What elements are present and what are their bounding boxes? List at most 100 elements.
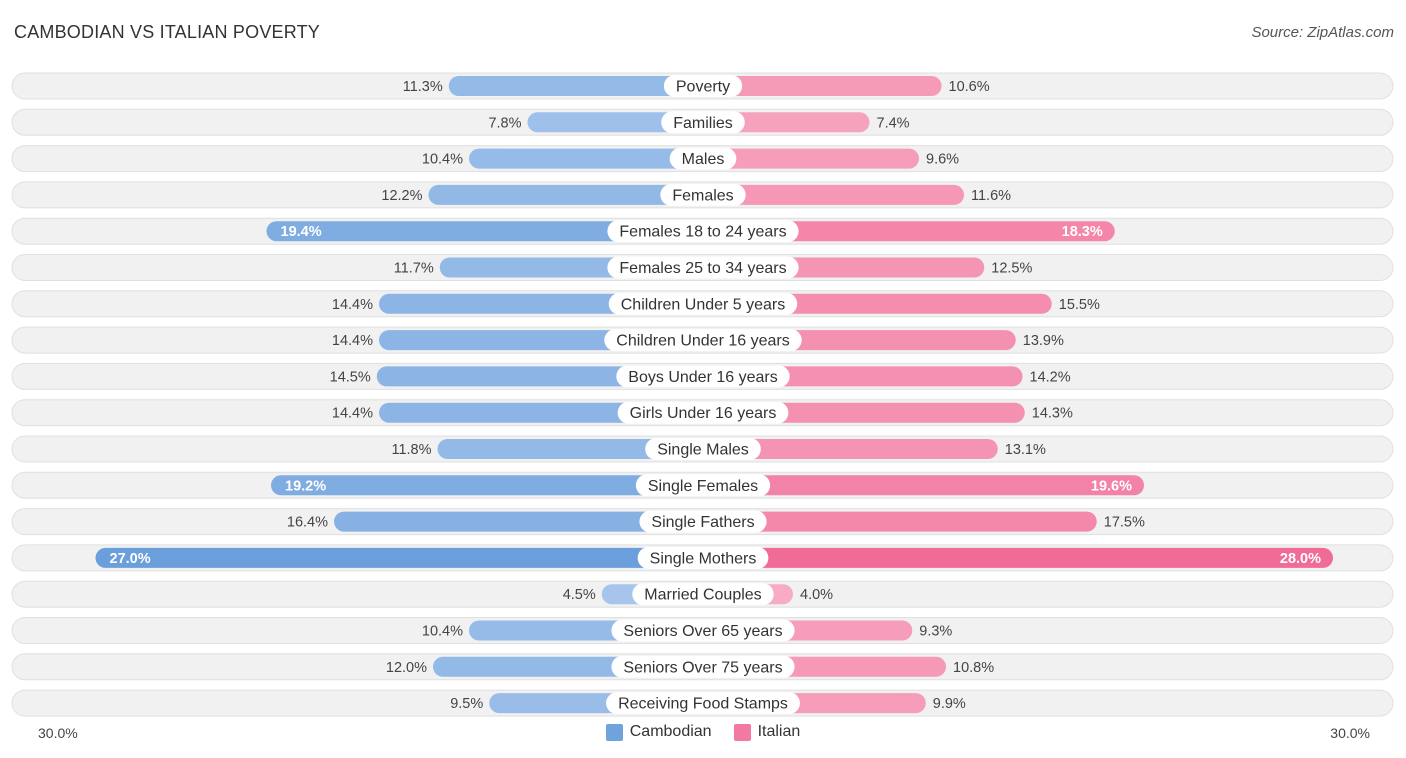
category-label: Seniors Over 75 years: [623, 659, 782, 676]
category-pill: [611, 655, 795, 678]
category-label: Married Couples: [644, 587, 761, 604]
value-label-cambodian: 16.4%: [287, 515, 328, 531]
value-label-italian: 18.3%: [1062, 224, 1103, 240]
value-label-italian: 4.0%: [800, 587, 833, 603]
bar-cambodian: [266, 221, 703, 242]
value-label-italian: 17.5%: [1104, 515, 1145, 531]
category-pill: [604, 329, 802, 352]
category-pill: [661, 111, 745, 134]
category-label: Single Males: [657, 442, 749, 459]
bar-italian: [703, 184, 964, 205]
legend-item-italian[interactable]: Italian: [733, 723, 801, 741]
value-label-italian: 14.3%: [1032, 406, 1073, 422]
value-label-cambodian: 11.3%: [403, 79, 443, 95]
bar-cambodian: [334, 511, 703, 532]
category-pill: [669, 147, 737, 170]
value-label-italian: 13.1%: [1005, 442, 1046, 458]
legend-item-cambodian[interactable]: Cambodian: [605, 723, 712, 741]
category-pill: [645, 438, 761, 460]
bar-cambodian: [271, 475, 703, 496]
category-label: Males: [682, 151, 725, 168]
value-label-italian: 10.6%: [949, 79, 990, 95]
value-label-cambodian: 12.2%: [381, 188, 422, 204]
bar-cambodian: [469, 148, 703, 169]
value-label-cambodian: 14.5%: [330, 369, 371, 385]
category-label: Children Under 5 years: [621, 296, 786, 313]
category-label: Boys Under 16 years: [628, 369, 777, 386]
value-label-cambodian: 19.2%: [285, 478, 326, 494]
value-label-italian: 28.0%: [1280, 551, 1321, 567]
legend-label-cambodian: Cambodian: [629, 723, 712, 740]
category-label: Girls Under 16 years: [630, 405, 777, 422]
bar-italian: [703, 511, 1097, 532]
category-label: Poverty: [676, 79, 730, 96]
category-label: Females 25 to 34 years: [619, 260, 786, 277]
value-label-cambodian: 11.8%: [391, 442, 431, 458]
category-label: Single Fathers: [651, 514, 754, 531]
category-label: Children Under 16 years: [616, 333, 789, 350]
category-pill: [611, 619, 795, 642]
value-label-cambodian: 14.4%: [332, 406, 373, 422]
category-pill: [606, 692, 800, 715]
category-pill: [616, 365, 790, 388]
value-label-italian: 9.3%: [919, 624, 952, 640]
value-label-cambodian: 27.0%: [110, 551, 151, 567]
legend: Cambodian Italian: [0, 723, 1406, 741]
bar-cambodian: [448, 76, 703, 96]
value-label-italian: 9.6%: [926, 152, 959, 168]
value-label-cambodian: 19.4%: [281, 224, 322, 240]
category-label: Seniors Over 65 years: [623, 623, 782, 640]
value-label-italian: 7.4%: [877, 115, 910, 131]
bar-italian: [703, 112, 870, 133]
value-label-cambodian: 11.7%: [394, 261, 434, 277]
bar-italian: [703, 547, 1333, 568]
value-label-italian: 14.2%: [1030, 369, 1071, 385]
category-pill: [639, 510, 767, 533]
legend-swatch-italian: [733, 723, 751, 741]
bar-italian: [703, 148, 919, 169]
value-label-italian: 10.8%: [953, 660, 994, 676]
value-label-cambodian: 12.0%: [386, 660, 427, 676]
category-pill: [608, 292, 798, 315]
value-label-italian: 9.9%: [933, 696, 966, 712]
value-label-italian: 11.6%: [971, 188, 1011, 204]
value-label-cambodian: 9.5%: [450, 696, 483, 712]
category-pill: [635, 474, 771, 497]
axis-left-label: 30.0%: [38, 725, 78, 741]
bar-cambodian: [95, 547, 703, 568]
value-label-italian: 12.5%: [991, 261, 1032, 277]
value-label-cambodian: 7.8%: [488, 115, 521, 131]
category-pill: [607, 256, 799, 279]
bar-cambodian: [428, 184, 703, 205]
value-label-cambodian: 10.4%: [422, 152, 463, 168]
value-label-cambodian: 14.4%: [332, 297, 373, 313]
category-pill: [663, 75, 743, 97]
legend-label-italian: Italian: [757, 723, 801, 740]
value-label-cambodian: 10.4%: [422, 624, 463, 640]
category-label: Receiving Food Stamps: [618, 696, 788, 713]
bar-italian: [703, 221, 1115, 242]
category-label: Females 18 to 24 years: [619, 224, 786, 241]
value-label-cambodian: 14.4%: [332, 333, 373, 349]
category-pill: [632, 583, 774, 606]
category-label: Females: [672, 187, 733, 204]
category-pill: [660, 183, 746, 206]
source-label: Source: ZipAtlas.com: [1251, 24, 1394, 41]
value-label-italian: 13.9%: [1023, 333, 1064, 349]
category-label: Families: [673, 115, 733, 132]
category-pill: [607, 220, 799, 243]
bar-italian: [703, 475, 1144, 496]
bar-italian: [703, 439, 998, 459]
category-pill: [637, 546, 769, 569]
value-label-cambodian: 4.5%: [563, 587, 596, 603]
category-label: Single Females: [648, 478, 758, 495]
category-pill: [617, 401, 789, 424]
value-label-italian: 19.6%: [1091, 478, 1132, 494]
chart-title: CAMBODIAN VS ITALIAN POVERTY: [14, 22, 321, 42]
value-label-italian: 15.5%: [1059, 297, 1100, 313]
legend-swatch-cambodian: [605, 723, 623, 741]
bar-cambodian: [527, 112, 703, 133]
bar-italian: [703, 76, 942, 96]
bar-cambodian: [437, 439, 703, 459]
